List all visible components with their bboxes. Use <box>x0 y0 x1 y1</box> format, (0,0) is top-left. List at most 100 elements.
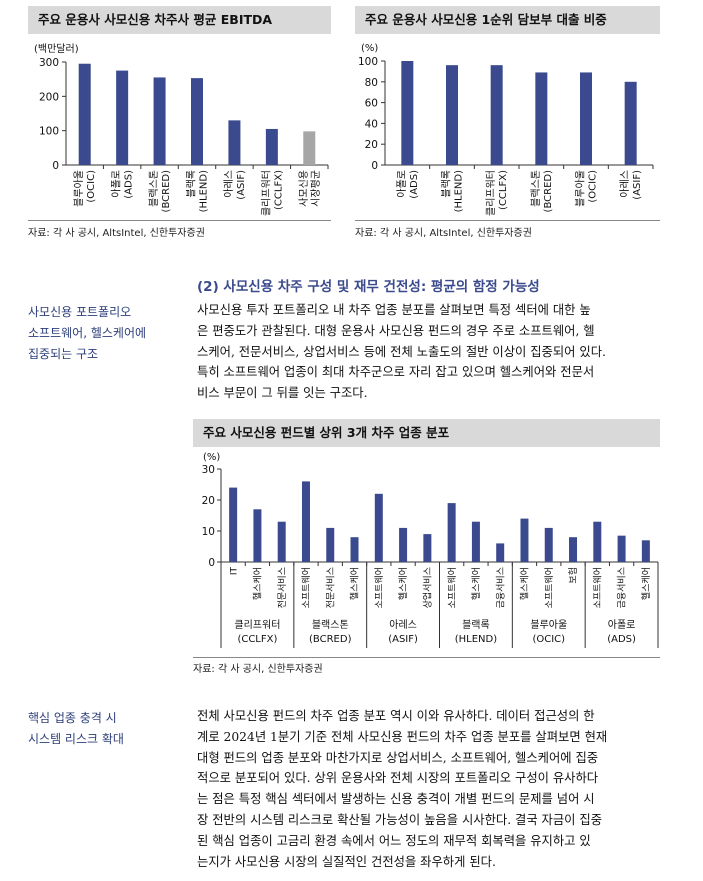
x-category-label: 전문서비스 <box>277 567 288 608</box>
x-category-label: (HLEND) <box>454 170 465 212</box>
x-category-label: 아레스 <box>619 170 631 198</box>
sidebar-line: 시스템 리스크 확대 <box>28 732 124 746</box>
bar <box>496 543 505 562</box>
sidebar-line: 사모신용 포트폴리오 <box>28 305 132 319</box>
y-tick-label: 0 <box>371 160 378 172</box>
group-label: 아레스 <box>389 619 417 631</box>
x-category-label: 사모신용 <box>298 170 310 207</box>
bar <box>544 527 553 562</box>
paragraph-2: 전체 사모신용 펀드의 차주 업종 분포 역시 이와 유사하다. 데이터 접근성… <box>197 706 663 872</box>
group-label: 클리프워터 <box>234 618 280 631</box>
bar <box>520 518 529 562</box>
y-tick-label: 60 <box>365 98 378 110</box>
group-label: (CCLFX) <box>237 634 277 645</box>
para-line: 적으로 분포되어 있다. 상위 운용사와 전체 시장의 포트폴리오 구성이 유사… <box>197 771 599 786</box>
group-label: 아폴로 <box>608 619 636 631</box>
y-axis-unit-label: (%) <box>361 43 378 54</box>
bar <box>423 534 432 562</box>
x-category-label: (ASIF) <box>632 170 643 200</box>
x-category-label: (CCLFX) <box>273 170 284 210</box>
bar <box>326 527 335 562</box>
sidebar-line: 소프트웨어, 헬스케어에 <box>28 326 147 340</box>
y-tick-label: 40 <box>365 118 378 130</box>
bar <box>153 77 166 165</box>
x-category-label: 헬스케어 <box>641 567 652 600</box>
bar <box>78 63 91 165</box>
ebitda-bar-chart: (백만달러) 0 100 200 300 블루아울 (OCIC) 아폴로 (ADS) 블랙스톤 (B… <box>34 43 329 216</box>
x-category-label: 소프트웨어 <box>591 567 603 608</box>
bar <box>490 65 503 165</box>
bar <box>301 481 310 562</box>
sidebar-label-systemic-risk: 핵심 업종 충격 시 시스템 리스크 확대 <box>28 708 178 750</box>
para-line: 는 점은 특정 핵심 섹터에서 발생하는 신용 충격이 개별 펀드의 문제를 넘… <box>197 792 595 807</box>
section-heading: (2) 사모신용 차주 구성 및 재무 건전성: 평균의 함정 가능성 <box>197 279 540 295</box>
x-category-label: 소프트웨어 <box>300 567 312 608</box>
bar <box>593 521 602 562</box>
bar <box>471 521 480 562</box>
x-category-label: 소프트웨어 <box>373 567 385 608</box>
y-tick-label: 0 <box>52 160 59 172</box>
para-line: 대형 펀드의 업종 분포와 마찬가지로 상업서비스, 소프트웨어, 헬스케어에 … <box>197 750 599 765</box>
senior-secured-bar-chart: (%) 0 20 40 60 80 100 아폴로 (ADS) 블랙록 (HLEND) 클리프워터 (C… <box>358 43 654 216</box>
x-category-label: 아폴로 <box>396 170 408 198</box>
x-category-label: (OCIC) <box>86 170 97 203</box>
group-label: (HLEND) <box>455 634 497 645</box>
x-category-label: 소프트웨어 <box>446 567 458 608</box>
x-category-label: 헬스케어 <box>398 567 409 600</box>
para-line: 스케어, 전문서비스, 상업서비스 등에 전체 노출도의 절반 이상이 집중되어… <box>197 344 606 359</box>
bar <box>569 537 578 562</box>
x-category-label: 상업서비스 <box>423 567 434 608</box>
x-category-label: (ASIF) <box>236 170 247 200</box>
x-category-label: 보험 <box>568 567 579 584</box>
para-line: 된 핵심 업종이 고금리 환경 속에서 어느 정도의 재무적 회복력을 유지하고… <box>197 833 591 848</box>
x-category-label: 블루아울 <box>575 170 587 207</box>
chart3-title: 주요 사모신용 펀드별 상위 3개 차주 업종 분포 <box>193 419 660 447</box>
x-category-label: 시장평균 <box>310 170 322 207</box>
x-category-label: (HLEND) <box>199 170 210 212</box>
x-category-label: 블루아울 <box>73 170 85 207</box>
x-category-label: IT <box>229 567 239 576</box>
y-tick-label: 100 <box>39 126 59 138</box>
y-axis-unit-label: (백만달러) <box>34 43 79 55</box>
chart1-title: 주요 운용사 사모신용 차주사 평균 EBITDA <box>28 6 331 34</box>
bar <box>580 72 592 165</box>
x-category-label: (OCIC) <box>588 170 599 203</box>
y-tick-label: 30 <box>202 464 215 476</box>
x-category-label: 블랙록 <box>186 170 198 198</box>
bar <box>535 72 548 165</box>
x-category-label: 헬스케어 <box>350 567 361 600</box>
sidebar-line: 집중되는 구조 <box>28 347 99 361</box>
para-line: 비스 부문이 그 뒤를 잇는 구조다. <box>197 386 368 401</box>
para-line: 장 전반의 시스템 리스크로 확산될 가능성이 높음을 시사한다. 결국 자금이… <box>197 812 603 827</box>
x-category-label: 전문서비스 <box>325 567 336 608</box>
x-category-label: 소프트웨어 <box>543 567 555 608</box>
bar <box>617 535 626 562</box>
sidebar-label-portfolio: 사모신용 포트폴리오 소프트웨어, 헬스케어에 집중되는 구조 <box>28 302 178 365</box>
y-tick-label: 10 <box>202 526 215 538</box>
x-category-label: 블랙록 <box>441 170 453 198</box>
x-category-label: (BCRED) <box>161 170 172 213</box>
bar <box>401 61 414 165</box>
paragraph-1: 사모신용 투자 포트폴리오 내 차주 업종 분포를 살펴보면 특정 섹터에 대한… <box>197 300 663 404</box>
x-category-label: 블랙스톤 <box>148 170 160 207</box>
bar <box>229 487 238 562</box>
chart2-source: 자료: 각 사 공시, AltsIntel, 신한투자증권 <box>355 228 532 239</box>
x-category-label: 헬스케어 <box>520 567 531 600</box>
x-category-label: 블랙스톤 <box>530 170 542 207</box>
group-label: 블랙스톤 <box>312 619 349 631</box>
group-label: (OCIC) <box>532 634 565 645</box>
y-tick-label: 20 <box>202 495 215 507</box>
group-label: (ASIF) <box>388 634 418 645</box>
x-category-label: 클리프워터 <box>484 170 497 216</box>
bar <box>277 521 286 562</box>
bar <box>350 537 359 562</box>
bar <box>265 128 278 165</box>
x-category-label: (ADS) <box>409 170 420 199</box>
para-line: 사모신용 투자 포트폴리오 내 차주 업종 분포를 살펴보면 특정 섹터에 대한… <box>197 303 591 317</box>
chart2-divider <box>355 220 660 221</box>
bar <box>641 540 650 562</box>
y-tick-label: 80 <box>365 77 378 89</box>
x-category-label: 아레스 <box>223 170 235 198</box>
x-category-label: 금융서비스 <box>617 567 628 608</box>
bar <box>191 78 203 165</box>
